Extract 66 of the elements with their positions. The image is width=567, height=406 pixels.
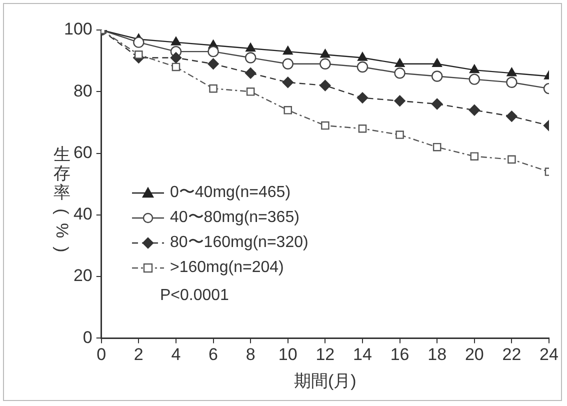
point <box>170 52 182 64</box>
x-tick-label: 24 <box>540 345 558 364</box>
point <box>321 121 330 130</box>
y-tick-label: 0 <box>82 328 92 347</box>
y-tick-label: 60 <box>73 142 92 162</box>
x-tick-label: 6 <box>208 345 218 364</box>
point <box>244 68 256 79</box>
point <box>246 88 255 96</box>
point <box>469 64 480 74</box>
point <box>508 155 516 164</box>
x-axis-title: 期間(月) <box>294 371 356 390</box>
point <box>320 80 331 92</box>
x-tick-label: 14 <box>353 345 372 364</box>
point <box>468 74 480 85</box>
legend-label: 40〜80mg(n=365) <box>170 208 300 228</box>
point <box>282 58 294 70</box>
point <box>358 52 368 61</box>
x-tick-label: 12 <box>316 345 335 364</box>
x-tick-label: 2 <box>134 345 144 364</box>
point <box>394 95 406 106</box>
point <box>506 110 518 122</box>
point <box>468 104 480 116</box>
point <box>394 68 406 79</box>
point <box>396 130 404 139</box>
point <box>358 124 367 133</box>
point <box>506 68 517 76</box>
point <box>171 36 181 46</box>
point <box>431 98 443 110</box>
y-axis-title: 生存率(%) <box>52 145 72 254</box>
point <box>134 50 143 59</box>
point <box>208 46 219 58</box>
point <box>320 49 330 58</box>
point <box>209 84 218 93</box>
point <box>208 58 219 70</box>
x-tick-label: 20 <box>464 345 484 364</box>
x-tick-label: 18 <box>428 345 447 364</box>
x-tick-label: 8 <box>246 345 256 364</box>
legend-label: 80〜160mg(n=320) <box>170 233 308 253</box>
y-tick-label: 20 <box>73 266 92 286</box>
x-tick-label: 16 <box>390 345 410 364</box>
legend-label: 0〜40mg(n=465) <box>170 183 291 203</box>
point <box>394 58 405 67</box>
x-tick-label: 22 <box>502 345 522 364</box>
point <box>431 70 443 82</box>
y-tick-label: 80 <box>73 81 92 100</box>
point <box>244 52 256 64</box>
y-tick-label: 40 <box>73 204 92 224</box>
point <box>282 46 293 55</box>
point <box>284 106 292 114</box>
point <box>172 62 180 72</box>
point <box>470 152 479 160</box>
point <box>432 58 442 67</box>
annotation: P<0.0001 <box>160 287 229 305</box>
x-tick-label: 4 <box>171 345 181 364</box>
point <box>246 42 256 52</box>
legend-label: >160mg(n=204) <box>170 258 284 276</box>
point <box>282 76 294 88</box>
x-tick-label: 0 <box>96 345 106 364</box>
point <box>320 58 331 70</box>
point <box>356 61 368 73</box>
point <box>356 92 368 104</box>
point <box>133 36 144 48</box>
point <box>432 142 442 152</box>
x-tick-label: 10 <box>278 345 298 364</box>
y-tick-label: 100 <box>64 20 92 39</box>
point <box>506 76 518 88</box>
